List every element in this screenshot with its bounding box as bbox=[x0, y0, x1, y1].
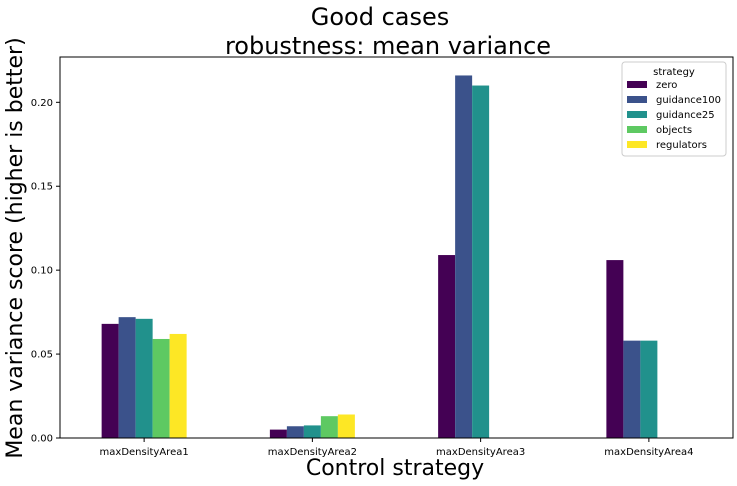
x-tick-label: maxDensityArea3 bbox=[436, 447, 525, 458]
bar-guidance25-maxDensityArea1 bbox=[135, 318, 153, 438]
x-tick-label: maxDensityArea1 bbox=[100, 447, 189, 458]
bar-guidance100-maxDensityArea2 bbox=[286, 426, 304, 438]
legend-swatch-guidance100 bbox=[627, 96, 647, 103]
bar-objects-maxDensityArea2 bbox=[320, 416, 338, 438]
legend-label-zero: zero bbox=[656, 80, 677, 91]
legend-label-regulators: regulators bbox=[656, 140, 707, 151]
bar-guidance100-maxDensityArea3 bbox=[455, 75, 473, 439]
bar-zero-maxDensityArea3 bbox=[438, 255, 456, 438]
x-axis-label: Control strategy bbox=[306, 456, 484, 481]
legend-box bbox=[621, 61, 727, 157]
y-tick-label: 0.20 bbox=[31, 98, 53, 109]
y-tick-label: 0.00 bbox=[31, 434, 53, 445]
y-tick-label: 0.15 bbox=[31, 182, 53, 193]
legend-swatch-guidance25 bbox=[627, 111, 647, 118]
y-axis-label: Mean variance score (higher is better) bbox=[3, 37, 28, 458]
chart-title-line-1: Good cases bbox=[311, 3, 450, 31]
bar-guidance25-maxDensityArea2 bbox=[303, 425, 321, 438]
plot-frame bbox=[59, 56, 734, 439]
legend-label-guidance100: guidance100 bbox=[656, 95, 721, 106]
bar-objects-maxDensityArea1 bbox=[152, 338, 170, 438]
bars-group bbox=[101, 75, 658, 439]
legend-items: zero guidance100 guidance25 objects regulato… bbox=[627, 80, 721, 151]
x-axis-ticks: maxDensityArea1 maxDensityArea2 maxDensity… bbox=[100, 438, 693, 458]
x-tick-label: maxDensityArea2 bbox=[268, 447, 357, 458]
legend-label-objects: objects bbox=[656, 125, 692, 136]
bar-regulators-maxDensityArea2 bbox=[337, 414, 355, 438]
bar-guidance100-maxDensityArea4 bbox=[623, 340, 641, 438]
bar-zero-maxDensityArea2 bbox=[269, 429, 287, 438]
bar-zero-maxDensityArea1 bbox=[101, 323, 119, 438]
bar-zero-maxDensityArea4 bbox=[606, 260, 624, 438]
legend: strategy zero guidance100 guidance25 object… bbox=[621, 61, 727, 157]
y-axis-ticks: 0.00 0.05 0.10 0.15 0.20 bbox=[31, 98, 60, 445]
bar-guidance100-maxDensityArea1 bbox=[118, 317, 136, 438]
legend-swatch-objects bbox=[627, 126, 647, 133]
legend-swatch-zero bbox=[627, 81, 647, 88]
bar-guidance25-maxDensityArea3 bbox=[472, 85, 490, 438]
chart-title-line-2: robustness: mean variance bbox=[225, 32, 551, 60]
y-tick-label: 0.05 bbox=[31, 350, 53, 361]
legend-label-guidance25: guidance25 bbox=[656, 110, 715, 121]
legend-swatch-regulators bbox=[627, 141, 647, 148]
x-tick-label: maxDensityArea4 bbox=[604, 447, 693, 458]
bar-regulators-maxDensityArea1 bbox=[169, 333, 187, 438]
y-tick-label: 0.10 bbox=[31, 266, 53, 277]
bar-guidance25-maxDensityArea4 bbox=[640, 340, 658, 438]
legend-title: strategy bbox=[653, 67, 695, 78]
